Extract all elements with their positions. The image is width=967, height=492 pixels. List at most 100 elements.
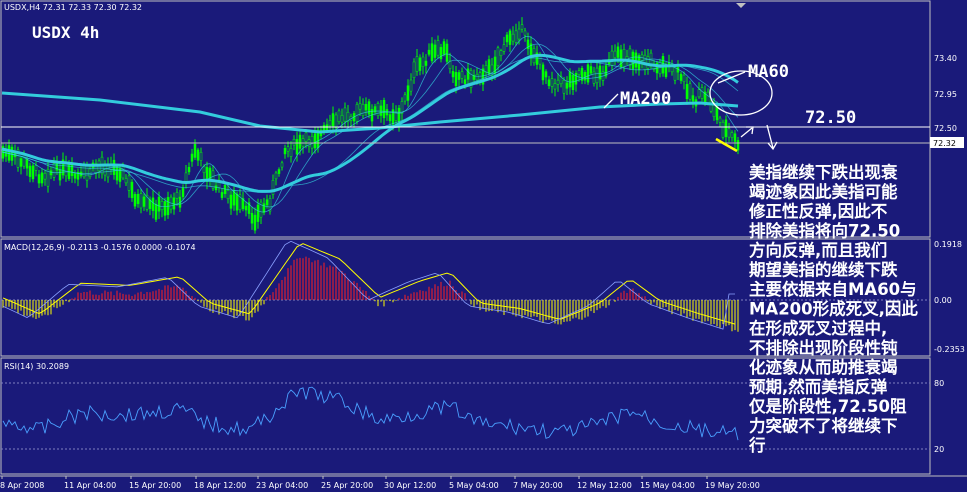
candle-body (268, 198, 272, 212)
time-axis-label: 15 May 04:00 (640, 481, 695, 490)
candle-body (565, 82, 569, 89)
candle-body (346, 111, 350, 123)
candle-body (664, 66, 668, 77)
candle-body (202, 166, 206, 173)
candle-body (484, 65, 488, 73)
candle-body (271, 180, 275, 195)
ma-ribbon-line (1, 43, 739, 208)
candle-body (289, 148, 293, 157)
candle-body (157, 196, 161, 212)
candle-body (190, 153, 194, 162)
candle-body (301, 138, 305, 147)
candle-body (154, 203, 158, 220)
candle-body (16, 149, 20, 168)
commentary-line: 化迹象从而助推衰竭 (749, 357, 898, 377)
moving-average-lines (1, 35, 739, 213)
candle-body (688, 83, 692, 100)
candle-body (76, 171, 80, 180)
candle-body (304, 132, 308, 142)
time-axis-label: 11 Apr 04:00 (64, 481, 116, 490)
candle-body (562, 80, 566, 94)
candle-body (226, 190, 230, 199)
ma60-label: MA60 (748, 62, 789, 82)
candle-body (412, 61, 416, 78)
candle-body (586, 64, 590, 83)
commentary-line: 仅是阶段性,72.50阻 (748, 396, 907, 416)
candle-body (115, 165, 119, 181)
candle-body (382, 99, 386, 119)
candle-body (31, 165, 35, 180)
candle-body (46, 168, 50, 187)
candle-body (259, 201, 263, 218)
commentary-line: 美指继续下跌出现衰 (749, 162, 898, 182)
commentary-line: 排除美指将向72.50 (749, 221, 900, 241)
candle-body (598, 65, 602, 80)
candle-body (520, 24, 524, 30)
candle-body (262, 203, 266, 213)
candle-body (685, 84, 689, 100)
ma200-pointer (603, 93, 619, 109)
candle-body (43, 173, 47, 180)
macd-label: MACD(12,26,9) -0.2113 -0.1576 0.0000 -0.… (4, 243, 196, 252)
candle-body (235, 193, 239, 211)
candle-body (589, 66, 593, 74)
candle-body (541, 64, 545, 81)
candle-body (367, 101, 371, 115)
candle-body (682, 74, 686, 83)
candle-body (553, 83, 557, 90)
symbol-header: USDX,H4 72.31 72.33 72.30 72.32 (4, 3, 142, 12)
candle-body (265, 199, 269, 206)
candle-body (7, 145, 11, 161)
candle-body (295, 139, 299, 155)
candle-body (550, 78, 554, 87)
candle-body (70, 164, 74, 177)
candle-body (730, 132, 734, 138)
candle-body (199, 151, 203, 161)
commentary-line: 修正性反弹,因此不 (748, 201, 888, 221)
candle-body (439, 47, 443, 60)
candle-body (433, 44, 437, 58)
candle-body (721, 121, 725, 138)
ma60-ellipse (709, 70, 773, 116)
candle-body (340, 115, 344, 123)
candle-body (394, 112, 398, 121)
candle-body (535, 52, 539, 65)
candle-body (544, 71, 548, 78)
candle-body (568, 71, 572, 88)
level-label: 72.50 (805, 108, 856, 128)
candle-body (361, 104, 365, 117)
candle-body (310, 135, 314, 149)
rsi-tick: 20 (934, 445, 944, 454)
candle-body (253, 214, 257, 231)
candle-body (580, 68, 584, 81)
current-price-box (930, 137, 964, 148)
current-price-label: 72.32 (933, 139, 956, 148)
rsi-path (2, 386, 739, 441)
time-axis-label: 12 May 12:00 (577, 481, 632, 490)
candle-body (610, 50, 614, 67)
candle-body (37, 174, 41, 184)
candle-body (502, 44, 506, 52)
candle-body (313, 133, 317, 149)
candle-body (373, 106, 377, 113)
candle-body (337, 110, 341, 122)
candle-body (436, 40, 440, 56)
time-axis-label: 5 May 04:00 (449, 481, 499, 490)
ma200-label: MA200 (620, 89, 671, 109)
ma-ribbon-line (1, 35, 739, 213)
candle-body (127, 175, 131, 191)
time-axis-label: 18 Apr 12:00 (194, 481, 246, 490)
candle-body (718, 117, 722, 123)
commentary-line: 方向反弹,而且我们 (749, 240, 887, 260)
yellow-marker (715, 137, 738, 153)
candle-body (622, 49, 626, 68)
candle-body (490, 64, 494, 76)
candle-body (25, 159, 29, 169)
candle-body (724, 119, 728, 138)
candle-body (403, 94, 407, 102)
commentary-line: 在形成死叉过程中, (749, 318, 887, 338)
candle-body (460, 71, 464, 79)
candle-body (628, 48, 632, 66)
candle-body (481, 68, 485, 85)
